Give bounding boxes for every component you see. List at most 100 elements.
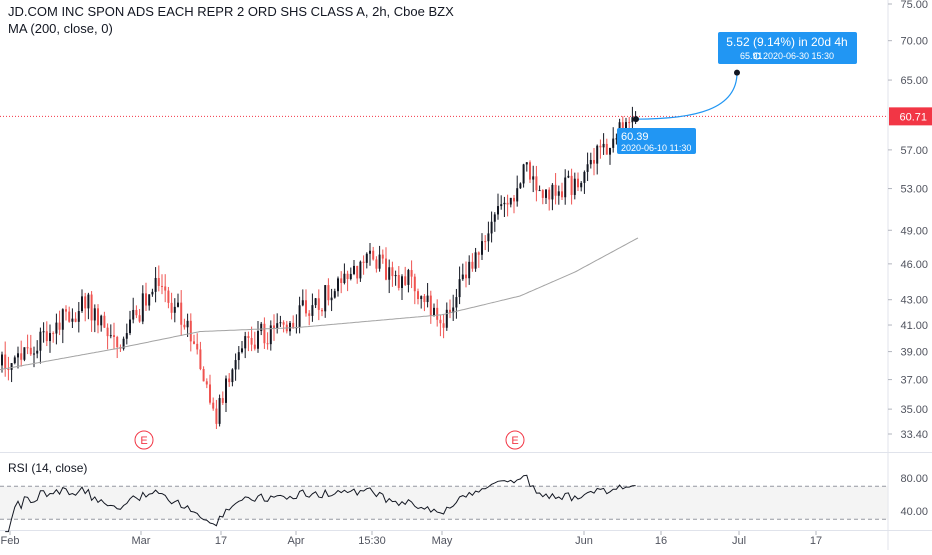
candle-body [74,318,77,322]
candle-body [570,175,573,195]
candle-body [289,322,291,332]
candle-body [241,348,243,353]
time-tick-label: 16 [655,535,667,547]
projection-end-dot [734,69,740,76]
candle-body [231,369,234,383]
candle-body [401,276,403,288]
candle-body [7,369,10,371]
candle-body [151,291,154,295]
candle-body [177,302,179,307]
candle-body [321,309,323,312]
candle-body [314,298,317,306]
candle-body [452,307,455,313]
candle-body [36,350,39,354]
candle-body [148,294,151,306]
candle-body [599,145,602,148]
candle-body [1,354,3,366]
marker-date-label: 2020-06-10 11:30 [621,143,691,153]
price-tick-label: 43.00 [900,295,928,307]
candle-body [196,343,199,350]
price-tick-label: 65.00 [900,75,928,87]
candle-body [125,333,128,339]
candle-body [68,311,71,322]
candle-body [474,252,477,269]
candle-body [375,259,378,269]
candle-body [567,175,570,178]
candle-body [573,178,576,195]
candle-body [29,347,32,355]
candle-body [154,277,157,292]
candle-body [269,325,272,345]
candle-body [436,307,439,320]
candle-body [167,290,170,303]
ma-indicator-label: MA (200, close, 0) [8,21,113,36]
candle-body [81,296,83,312]
candle-body [449,309,451,313]
candle-body [461,274,464,280]
candle-body [561,191,563,198]
candle-body [589,159,592,165]
candle-body [234,360,237,370]
candle-body [97,308,99,326]
price-tick-label: 41.00 [900,320,928,332]
candle-body [311,305,314,316]
candle-body [465,274,467,279]
candle-body [410,270,413,277]
candle-body [292,322,295,329]
time-tick-label: 17 [810,535,822,547]
candle-body [20,353,23,360]
candle-body [609,147,611,155]
projection-target-price: 65.91 [740,51,763,61]
candle-body [481,241,483,255]
candle-body [202,369,205,382]
projection-start-dot [633,116,639,123]
candle-body [157,277,160,286]
candle-body [199,349,202,370]
candle-body [538,190,541,192]
candle-body [391,267,394,277]
candle-body [417,291,419,300]
candle-body [84,296,87,309]
candle-body [413,276,416,292]
candle-body [116,336,119,348]
candle-body [471,261,474,269]
candle-body [205,381,208,385]
candle-body [359,261,362,279]
candle-body [253,344,256,349]
candle-body [369,250,371,254]
candle-body [330,297,333,301]
candle-body [340,278,343,283]
candle-body [455,297,458,308]
candle-body [577,178,579,188]
candle-body [164,286,167,291]
marker-label-box [617,128,696,154]
candle-body [301,300,304,306]
candle-body [602,143,605,148]
price-tick-label: 33.40 [900,429,928,441]
candle-body [516,188,519,202]
price-tick-label: 35.00 [900,404,928,416]
candle-body [113,335,115,337]
candle-body [103,315,106,328]
candle-body [52,333,55,335]
candle-body [554,184,557,196]
time-tick-label: Apr [287,535,304,547]
price-tick-label: 39.00 [900,347,928,359]
candle-body [65,309,67,312]
candle-body [257,331,259,349]
candle-body [586,164,589,172]
candle-body [173,306,176,313]
candle-body [282,322,285,325]
candle-body [260,323,263,332]
candle-body [535,176,538,191]
candle-body [327,285,330,301]
candle-body [317,298,320,310]
candle-body [551,184,554,200]
candle-body [445,309,448,328]
candle-body [346,273,349,280]
chart-title: JD.COM INC SPON ADS EACH REPR 2 ORD SHS … [8,4,454,19]
projection-change-label: 5.52 (9.14%) in 20d 4h [726,35,847,49]
price-tick-label: 37.00 [900,375,928,387]
candle-body [506,202,509,205]
price-tick-label: 70.00 [900,36,928,48]
